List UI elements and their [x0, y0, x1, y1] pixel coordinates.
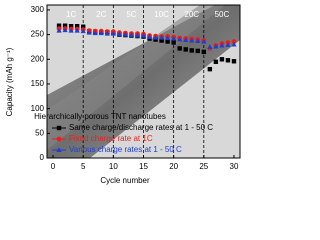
marker: [201, 49, 207, 55]
marker: [189, 37, 195, 43]
x-tick-label: 20: [169, 162, 178, 171]
marker: [171, 35, 177, 41]
y-tick-label: 200: [31, 54, 45, 63]
marker: [201, 38, 207, 44]
rate-label: 10C: [154, 10, 169, 19]
y-axis-title: Capacity (mAh g⁻¹): [5, 47, 14, 116]
marker: [213, 59, 219, 64]
marker: [183, 47, 188, 52]
marker: [140, 32, 147, 38]
x-tick-label: 0: [51, 162, 56, 171]
marker: [183, 37, 189, 43]
legend-marker: [56, 136, 62, 142]
rate-label: 20C: [184, 10, 199, 19]
marker: [56, 27, 62, 33]
x-tick-label: 10: [109, 162, 118, 171]
y-tick-label: 150: [31, 79, 45, 88]
y-tick-label: 250: [31, 30, 45, 39]
y-tick-label: 0: [40, 153, 45, 162]
marker: [231, 59, 237, 64]
marker: [213, 43, 219, 49]
marker: [74, 27, 80, 33]
rate-label: 1C: [66, 10, 76, 19]
legend-marker: [56, 125, 62, 131]
marker: [56, 23, 62, 28]
marker: [92, 30, 98, 36]
y-tick-label: 300: [31, 5, 45, 14]
marker: [171, 40, 176, 45]
marker: [231, 41, 237, 47]
x-tick-label: 5: [81, 162, 86, 171]
marker: [116, 31, 122, 37]
marker: [80, 28, 86, 34]
marker: [86, 29, 92, 35]
legend-label: Same charge/discharge rates at 1 - 50 C: [69, 123, 213, 132]
x-tick-label: 15: [139, 162, 148, 171]
marker: [195, 38, 201, 44]
marker: [219, 57, 225, 62]
rate-label: 5C: [126, 10, 136, 19]
marker: [110, 30, 116, 36]
marker: [225, 58, 231, 63]
marker: [207, 44, 213, 49]
x-tick-label: 30: [230, 162, 239, 171]
marker: [80, 24, 86, 29]
marker: [158, 34, 165, 40]
legend-label: Various charge rates at 1 - 50 C: [69, 145, 182, 154]
marker: [195, 48, 200, 54]
rate-label: 2C: [96, 10, 106, 19]
marker: [122, 31, 129, 37]
marker: [152, 34, 159, 40]
inset-text: Hierarchically porous TNT nanotubes: [34, 112, 166, 121]
marker: [74, 24, 80, 29]
marker: [104, 30, 110, 36]
marker: [165, 39, 170, 44]
marker: [207, 66, 213, 72]
rate-label: 50C: [215, 10, 230, 19]
marker: [231, 39, 237, 44]
y-tick-label: 50: [35, 128, 44, 137]
marker: [128, 32, 135, 38]
y-tick-label: 100: [31, 104, 45, 113]
marker: [189, 48, 194, 53]
x-tick-label: 25: [199, 162, 208, 171]
marker: [62, 27, 68, 33]
legend-marker: [56, 147, 62, 152]
marker: [165, 35, 171, 41]
marker: [134, 32, 141, 38]
marker: [177, 36, 183, 42]
marker: [159, 38, 164, 43]
marker: [62, 23, 68, 28]
marker: [177, 46, 182, 51]
marker: [225, 42, 231, 47]
legend-label: Fixed charge rate at 1C: [69, 134, 153, 143]
chart: Cycle number Capacity (mAh g⁻¹) Hierarch…: [5, 4, 241, 185]
marker: [68, 24, 74, 29]
marker: [146, 34, 153, 40]
marker: [68, 27, 74, 33]
x-axis-title: Cycle number: [100, 176, 150, 185]
marker: [98, 30, 104, 36]
marker: [219, 42, 225, 48]
